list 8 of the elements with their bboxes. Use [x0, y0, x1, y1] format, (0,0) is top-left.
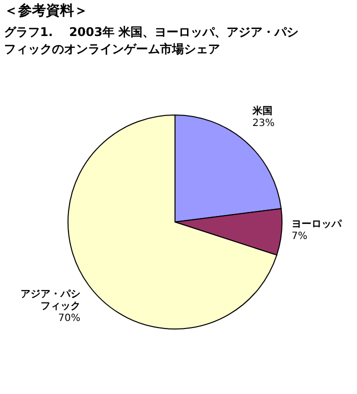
chart-title: ＜参考資料＞ — [4, 2, 88, 20]
chart-subtitle: グラフ1. 2003年 米国、ヨーロッパ、アジア・パシフィックのオンラインゲーム市場シェア — [4, 24, 300, 58]
slice-label: 米国 — [251, 105, 272, 118]
data-label: 70% — [58, 312, 80, 324]
data-label: 7% — [291, 231, 308, 242]
data-label: 23% — [252, 118, 275, 130]
slice-label: アジア・パシフィック — [20, 288, 80, 312]
slice-label: ヨーロッパ — [291, 219, 342, 230]
